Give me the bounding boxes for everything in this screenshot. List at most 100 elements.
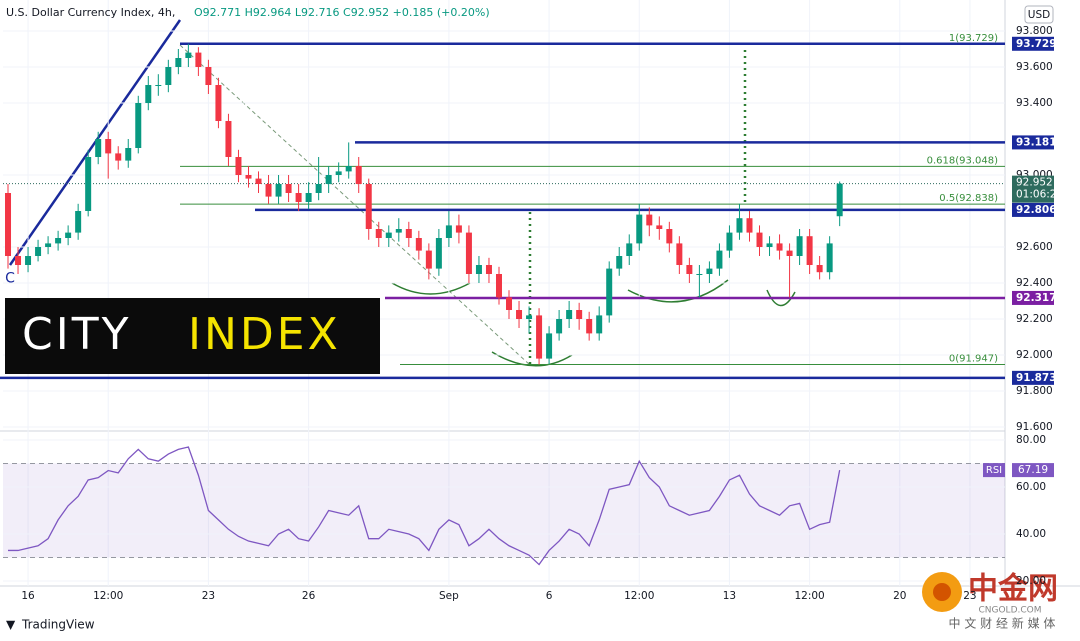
- candle-body: [686, 265, 693, 274]
- candle-body: [115, 153, 122, 161]
- y-tick-label: 92.200: [1016, 313, 1053, 325]
- candle-body: [826, 243, 833, 273]
- ohlc-legend: O92.771 H92.964 L92.716 C92.952 +0.185 (…: [194, 6, 490, 19]
- watermark: 中金网 CNGOLD.COM 中 文 财 经 新 媒 体: [922, 572, 1058, 631]
- candle-body: [576, 310, 583, 319]
- x-tick-label: 23: [202, 590, 215, 602]
- candle-body: [806, 236, 813, 265]
- candle-body: [425, 250, 432, 269]
- rsi-tick-label: 40.00: [1016, 528, 1046, 540]
- candle-body: [746, 218, 753, 233]
- watermark-url: CNGOLD.COM: [978, 606, 1041, 616]
- candle-body: [526, 315, 533, 319]
- countdown: 01:06:27: [1016, 189, 1063, 201]
- candle-body: [816, 265, 823, 273]
- candle-body: [145, 85, 152, 103]
- level-price-label: 92.806: [1016, 204, 1057, 216]
- level-price-box: [1012, 36, 1054, 51]
- candle-body: [566, 310, 573, 319]
- candle-body: [295, 193, 302, 202]
- logo-box: [5, 298, 380, 374]
- y-tick-label: 92.600: [1016, 241, 1053, 253]
- candle-body: [676, 243, 683, 265]
- pattern-arc: [391, 282, 471, 295]
- level-price-box: [1012, 290, 1054, 305]
- candle-body: [646, 214, 653, 226]
- rsi-line: [8, 446, 841, 566]
- candle-body: [786, 250, 793, 256]
- rsi-tick-label: 20.00: [1016, 575, 1046, 587]
- candle-body: [325, 175, 332, 184]
- candle-body: [195, 52, 202, 67]
- x-tick-label: 16: [21, 590, 35, 602]
- candle-body: [495, 274, 502, 298]
- fib-label: 0(91.947): [949, 354, 998, 365]
- candle-body: [345, 166, 352, 172]
- fib-trend-line: [179, 44, 531, 366]
- rsi-name: RSI: [986, 465, 1002, 476]
- y-tick-label: 92.400: [1016, 277, 1053, 289]
- x-tick-label: 12:00: [93, 590, 123, 602]
- candle-body: [766, 243, 773, 247]
- x-tick-label: 12:00: [624, 590, 654, 602]
- city-index-logo: CITY INDEX: [5, 298, 380, 374]
- candle-body: [155, 85, 162, 86]
- candle-body: [485, 265, 492, 274]
- candle-body: [205, 67, 212, 85]
- level-price-box: [1012, 135, 1054, 150]
- watermark-icon: [933, 583, 951, 601]
- candle-body: [516, 310, 523, 319]
- candle-body: [776, 243, 783, 251]
- candle-body: [175, 58, 182, 67]
- platform-logo: ▼: [6, 618, 16, 632]
- level-price-box: [1012, 370, 1054, 385]
- currency-box[interactable]: [1024, 5, 1054, 24]
- drawings: [0, 0, 1080, 587]
- candle-body: [315, 184, 322, 193]
- candle-body: [285, 184, 292, 193]
- x-tick-label: 23: [963, 590, 976, 602]
- wave-label: C: [5, 271, 15, 287]
- level-price-label: 91.873: [1016, 372, 1057, 384]
- candle-body: [626, 243, 633, 256]
- candle-body: [606, 268, 613, 316]
- x-tick-label: Sep: [439, 590, 459, 602]
- candle-body: [225, 121, 232, 157]
- candle-body: [636, 214, 643, 244]
- watermark-tagline: 中 文 财 经 新 媒 体: [949, 616, 1056, 631]
- y-tick-label: 92.000: [1016, 349, 1053, 361]
- candle-body: [706, 268, 713, 274]
- pattern-arc: [766, 289, 796, 307]
- candle-body: [475, 265, 482, 274]
- candle-body: [596, 315, 603, 334]
- candle-body: [105, 139, 112, 154]
- currency[interactable]: USD: [1028, 9, 1050, 21]
- watermark-name: 中金网: [968, 572, 1058, 607]
- pattern-arc: [491, 351, 573, 367]
- candle-body: [616, 256, 623, 269]
- fib-label: 0.618(93.048): [927, 155, 999, 166]
- candle-body: [375, 229, 382, 238]
- candle-body: [455, 225, 462, 233]
- candle-body: [85, 157, 92, 211]
- trend-line: [8, 19, 182, 266]
- logo-city: CITY: [22, 309, 131, 360]
- candle-body: [255, 178, 262, 184]
- rsi-value-box: [1012, 463, 1054, 478]
- candle-body: [696, 274, 703, 275]
- candle-body: [756, 232, 763, 247]
- x-tick-label: 26: [302, 590, 316, 602]
- candle-body: [25, 256, 32, 265]
- rsi-tick-label: 60.00: [1016, 481, 1046, 493]
- candle-body: [796, 236, 803, 256]
- candle-body: [716, 250, 723, 269]
- logo-index: INDEX: [188, 309, 341, 360]
- candle-body: [445, 225, 452, 238]
- candle-body: [305, 193, 312, 202]
- candle-body: [95, 139, 102, 157]
- candle-body: [656, 225, 663, 229]
- candle-body: [165, 67, 172, 85]
- x-tick-label: 13: [723, 590, 736, 602]
- candle-body: [215, 85, 222, 121]
- candle-body: [736, 218, 743, 233]
